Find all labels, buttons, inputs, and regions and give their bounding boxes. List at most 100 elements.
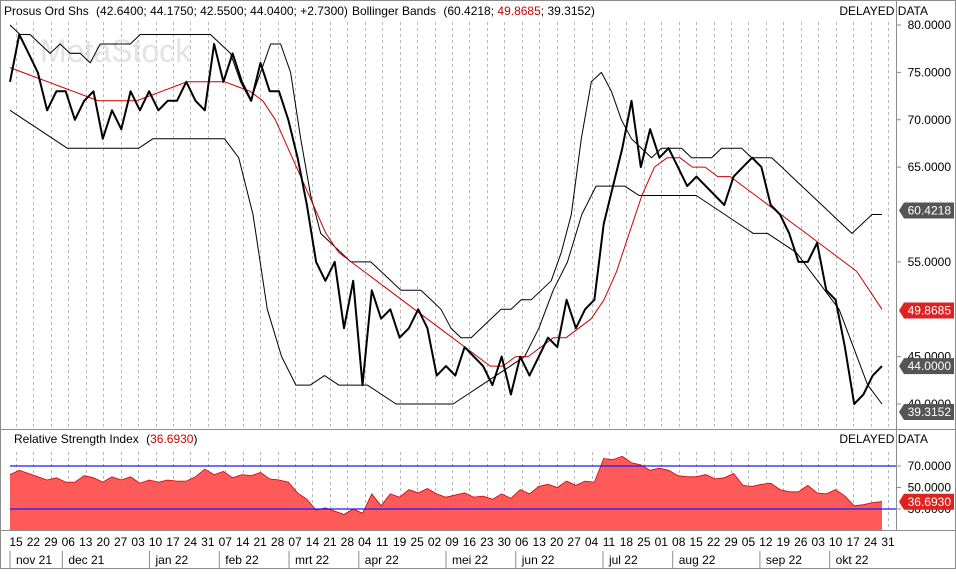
day-tick-label: 09 — [445, 535, 459, 549]
day-tick-label: 23 — [480, 535, 494, 549]
day-tick-label: 25 — [410, 535, 424, 549]
bollinger-upper-line — [9, 24, 882, 339]
value-badges: 60.4218 49.8685 44.0000 39.3152 36.6930 — [899, 202, 954, 510]
month-label: sep 22 — [766, 553, 802, 567]
day-tick-label: 02 — [428, 535, 442, 549]
day-tick-label: 06 — [62, 535, 76, 549]
month-label: feb 22 — [225, 553, 259, 567]
day-tick-label: 17 — [846, 535, 860, 549]
month-label: dec 21 — [68, 553, 104, 567]
bb-close-paren: ) — [591, 4, 595, 18]
day-tick-label: 10 — [149, 535, 163, 549]
price-line — [9, 33, 883, 405]
bb-upper-value: 60.4218 — [447, 4, 491, 18]
month-label: mei 22 — [452, 553, 488, 567]
price-header: Prosus Ord Shs (42.6400; 44.1750; 42.550… — [4, 4, 595, 18]
day-tick-label: 29 — [44, 535, 58, 549]
day-tick-label: 29 — [724, 535, 738, 549]
day-tick-label: 13 — [533, 535, 547, 549]
day-tick-label: 08 — [672, 535, 686, 549]
day-tick-label: 27 — [567, 535, 581, 549]
bb-upper-badge-text: 60.4218 — [908, 204, 952, 218]
day-tick-label: 03 — [131, 535, 145, 549]
bollinger-middle-line — [9, 67, 883, 367]
month-label: jan 22 — [155, 553, 189, 567]
metastock-watermark: MetaStock — [40, 33, 192, 69]
day-tick-label: 15 — [9, 535, 23, 549]
rsi-badge-text: 36.6930 — [908, 495, 952, 509]
month-label: jul 22 — [608, 553, 638, 567]
day-tick-label: 28 — [271, 535, 285, 549]
month-label: mrt 22 — [295, 553, 329, 567]
day-tick-label: 12 — [759, 535, 773, 549]
day-tick-label: 16 — [463, 535, 477, 549]
bb-lower-badge — [899, 404, 954, 420]
day-tick-label: 25 — [637, 535, 651, 549]
day-tick-label: 04 — [358, 535, 372, 549]
day-tick-label: 06 — [515, 535, 529, 549]
day-tick-label: 26 — [794, 535, 808, 549]
day-tick-label: 14 — [236, 535, 250, 549]
bb-mid-value: 49.8685 — [497, 4, 541, 18]
delayed-data-label: DELAYED DATA — [839, 4, 928, 18]
day-tick-label: 20 — [550, 535, 564, 549]
day-tick-label: 28 — [341, 535, 355, 549]
day-tick-label: 19 — [393, 535, 407, 549]
x-axis-labels: 15 22 29 06 13 20 27 03 10 17 24 31 07 14 21 28 07 14 21 28… — [9, 535, 895, 569]
day-tick-label: 22 — [27, 535, 41, 549]
month-label: apr 22 — [365, 553, 399, 567]
day-tick-label: 05 — [742, 535, 756, 549]
month-label: jun 22 — [521, 553, 555, 567]
day-tick-label: 07 — [219, 535, 233, 549]
day-tick-label: 10 — [829, 535, 843, 549]
month-label: okt 22 — [836, 553, 869, 567]
day-tick-label: 18 — [620, 535, 634, 549]
day-tick-label: 17 — [166, 535, 180, 549]
price-pane — [9, 24, 883, 405]
month-label: nov 21 — [16, 553, 52, 567]
rsi-header: Relative Strength Index (36.6930) — [14, 432, 197, 446]
day-tick-label: 03 — [812, 535, 826, 549]
day-tick-label: 19 — [777, 535, 791, 549]
price-tick-label: 75.0000 — [908, 65, 952, 79]
rsi-pane — [9, 455, 896, 530]
day-tick-label: 20 — [97, 535, 111, 549]
rsi-tick-label: 50.0000 — [908, 481, 952, 495]
day-tick-label: 07 — [288, 535, 302, 549]
day-tick-label: 30 — [498, 535, 512, 549]
price-tick-label: 65.0000 — [908, 160, 952, 174]
rsi-header-value: 36.6930 — [150, 432, 194, 446]
day-tick-label: 31 — [881, 535, 895, 549]
bb-mid-badge-text: 49.8685 — [908, 303, 952, 317]
rsi-line — [9, 455, 883, 515]
rsi-badge — [899, 493, 954, 510]
price-tick-label: 55.0000 — [908, 255, 952, 269]
bb-lower-badge-text: 39.3152 — [908, 405, 952, 419]
last-price-badge-text: 44.0000 — [908, 359, 952, 373]
day-tick-label: 01 — [655, 535, 669, 549]
day-tick-label: 31 — [201, 535, 215, 549]
day-tick-label: 27 — [114, 535, 128, 549]
vertical-gridlines — [16, 22, 889, 528]
day-tick-label: 14 — [306, 535, 320, 549]
day-tick-label: 24 — [864, 535, 878, 549]
last-price-badge — [899, 358, 954, 375]
day-tick-label: 11 — [376, 535, 389, 549]
day-tick-label: 11 — [603, 535, 616, 549]
month-label: aug 22 — [679, 553, 716, 567]
bb-open-paren: ( — [443, 4, 447, 18]
rsi-area — [10, 456, 882, 530]
day-tick-label: 15 — [689, 535, 703, 549]
ohlc-values: (42.6400; 44.1750; 42.5500; 44.0400; +2.… — [96, 4, 348, 18]
day-tick-label: 21 — [323, 535, 337, 549]
indicator-name: Bollinger Bands — [352, 4, 436, 18]
bollinger-lower-line — [9, 109, 883, 405]
price-tick-label: 80.0000 — [908, 18, 952, 32]
rsi-delayed-data-label: DELAYED DATA — [839, 432, 928, 446]
ticker-label: Prosus Ord Shs — [4, 4, 89, 18]
day-tick-label: 24 — [184, 535, 198, 549]
day-tick-label: 22 — [707, 535, 721, 549]
day-tick-label: 21 — [253, 535, 267, 549]
